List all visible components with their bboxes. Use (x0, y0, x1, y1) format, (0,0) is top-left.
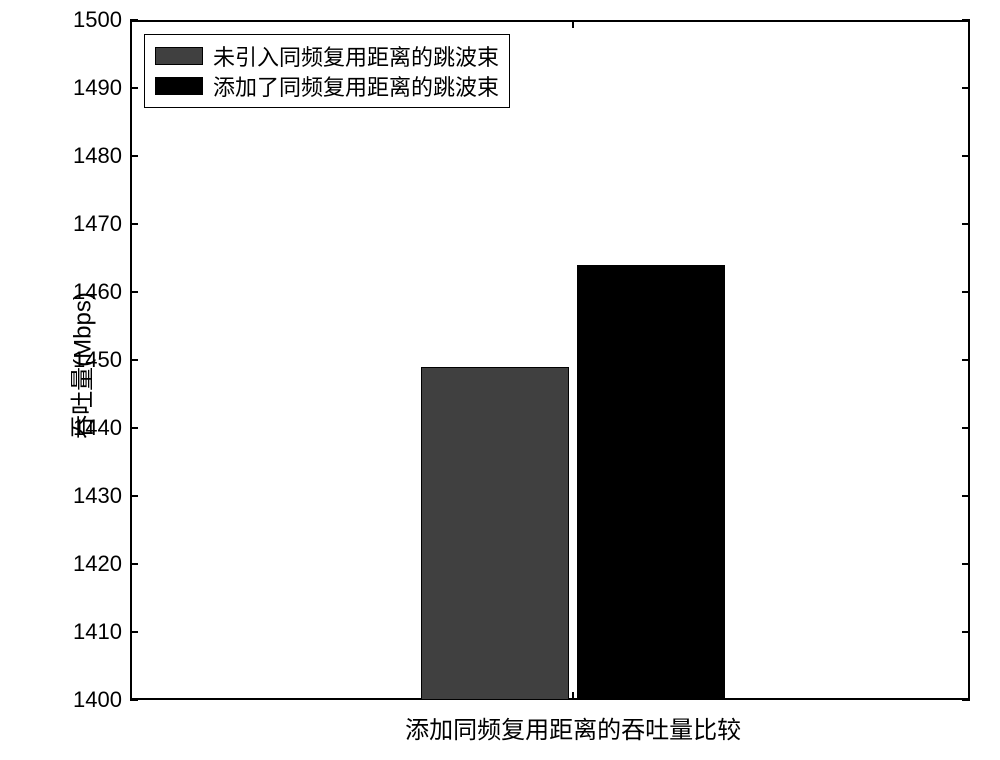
y-tick (962, 563, 970, 565)
legend-swatch (155, 47, 203, 65)
y-tick (962, 631, 970, 633)
y-tick-label: 1480 (52, 143, 122, 169)
y-tick-label: 1400 (52, 687, 122, 713)
y-tick (962, 699, 970, 701)
bar-1 (577, 265, 725, 700)
y-tick (130, 291, 138, 293)
y-tick (130, 359, 138, 361)
y-tick (962, 19, 970, 21)
y-tick (962, 495, 970, 497)
x-tick (572, 692, 574, 700)
y-tick (962, 223, 970, 225)
y-tick (962, 427, 970, 429)
y-tick-label: 1470 (52, 211, 122, 237)
legend: 未引入同频复用距离的跳波束添加了同频复用距离的跳波束 (144, 34, 510, 108)
y-tick-label: 1420 (52, 551, 122, 577)
legend-label: 添加了同频复用距离的跳波束 (213, 70, 499, 102)
bar-0 (421, 367, 569, 700)
chart-figure: 1400141014201430144014501460147014801490… (0, 0, 1000, 760)
y-tick-label: 1410 (52, 619, 122, 645)
y-tick-label: 1430 (52, 483, 122, 509)
y-tick (130, 699, 138, 701)
y-tick (962, 291, 970, 293)
y-tick-label: 1490 (52, 75, 122, 101)
legend-swatch (155, 77, 203, 95)
y-tick (130, 87, 138, 89)
legend-item: 添加了同频复用距离的跳波束 (155, 71, 499, 101)
y-axis-label: 吞吐量(Mbps) (63, 286, 98, 446)
x-tick (572, 20, 574, 28)
y-tick-label: 1500 (52, 7, 122, 33)
y-tick (130, 495, 138, 497)
legend-label: 未引入同频复用距离的跳波束 (213, 40, 499, 72)
y-tick (962, 155, 970, 157)
y-tick (130, 427, 138, 429)
y-tick (130, 631, 138, 633)
y-tick (962, 359, 970, 361)
plot-border-top (130, 20, 970, 22)
y-tick (130, 155, 138, 157)
legend-item: 未引入同频复用距离的跳波束 (155, 41, 499, 71)
y-tick (130, 223, 138, 225)
y-tick (130, 19, 138, 21)
x-axis-label: 添加同频复用距离的吞吐量比较 (323, 710, 823, 745)
y-tick (130, 563, 138, 565)
y-tick (962, 87, 970, 89)
